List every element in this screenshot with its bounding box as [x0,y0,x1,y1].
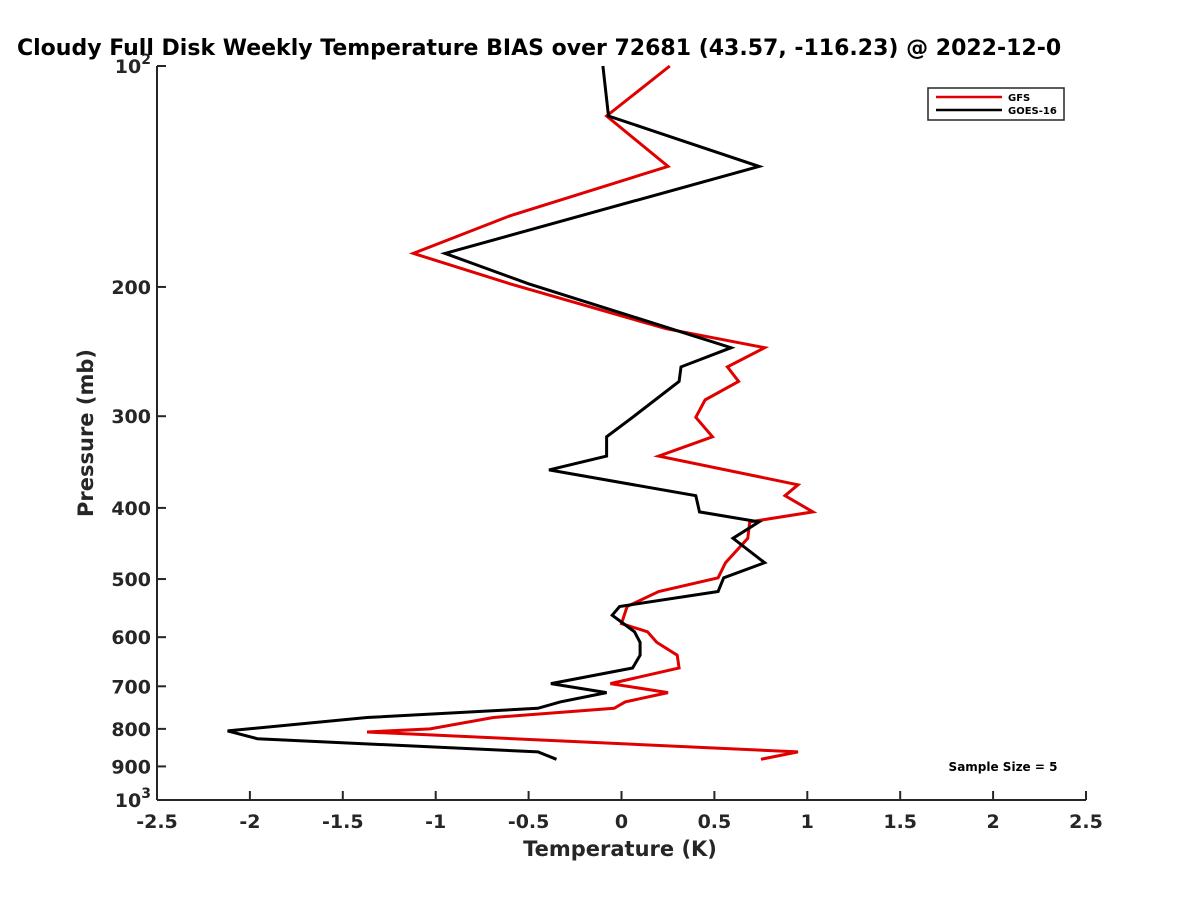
x-tick-label: 1.5 [883,811,917,833]
y-axis-label: Pressure (mb) [74,349,98,517]
x-tick-label: 0.5 [698,811,732,833]
y-tick-exponent: 3 [141,786,151,802]
y-tick-label: 500 [111,569,151,591]
x-tick-label: -2.5 [136,811,178,833]
y-tick-exponent: 2 [141,52,151,68]
x-tick-label: 1 [801,811,814,833]
y-tick-base: 400 [111,498,151,520]
chart-title: Cloudy Full Disk Weekly Temperature BIAS… [17,36,1061,61]
x-tick-label: -0.5 [508,811,550,833]
x-tick-label: -1.5 [322,811,364,833]
legend-label: GFS [1008,93,1030,104]
y-tick-label: 700 [111,676,151,698]
y-tick-label: 600 [111,627,151,649]
x-tick-label: -1 [425,811,446,833]
y-tick-base: 600 [111,627,151,649]
y-tick-label: 300 [111,406,151,428]
x-tick-label: 0 [615,811,628,833]
x-tick-label: 2.5 [1069,811,1103,833]
y-tick-label: 800 [111,719,151,741]
y-tick-label: 102 [115,52,151,78]
x-axis-label: Temperature (K) [523,837,717,861]
series-line-goes-16 [227,65,768,761]
x-tick-label: 2 [986,811,999,833]
sample-size-annotation: Sample Size = 5 [949,760,1058,774]
y-tick-label: 200 [111,277,151,299]
y-tick-base: 900 [111,756,151,778]
y-tick-label: 900 [111,756,151,778]
y-tick-base: 10 [115,56,141,78]
y-tick-base: 300 [111,406,151,428]
y-tick-label: 103 [115,786,151,812]
y-tick-base: 500 [111,569,151,591]
y-tick-base: 10 [115,790,141,812]
legend-label: GOES-16 [1008,106,1057,117]
y-tick-base: 800 [111,719,151,741]
x-tick-label: -2 [239,811,260,833]
y-tick-base: 200 [111,277,151,299]
legend-box [927,87,1065,121]
plot-area: -2.5 -2 -1.5 -1 -0.5 0 0.5 1 1.5 2 2.5102200300400… [111,52,1103,833]
y-tick-label: 400 [111,498,151,520]
y-tick-base: 700 [111,676,151,698]
